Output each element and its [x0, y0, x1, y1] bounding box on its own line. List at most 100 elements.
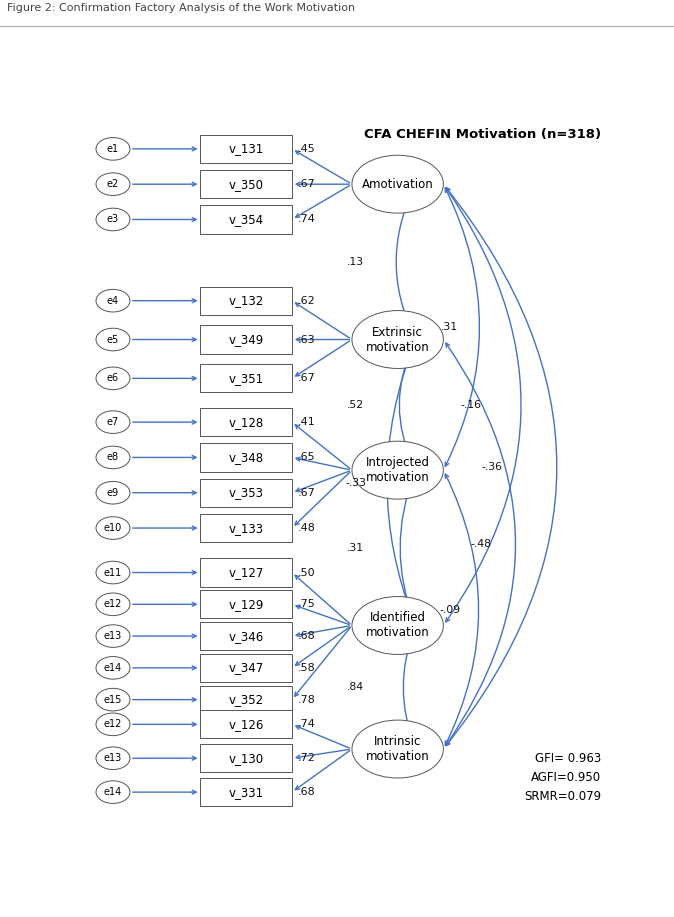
FancyBboxPatch shape: [200, 443, 292, 471]
Text: e13: e13: [104, 631, 122, 641]
Text: e4: e4: [107, 295, 119, 305]
Text: Extrinsic
motivation: Extrinsic motivation: [366, 326, 429, 354]
Ellipse shape: [96, 624, 130, 647]
Text: e2: e2: [107, 179, 119, 189]
Text: v_127: v_127: [228, 566, 264, 579]
Text: .50: .50: [298, 568, 316, 578]
Text: Intrinsic
motivation: Intrinsic motivation: [366, 735, 429, 763]
Text: Amotivation: Amotivation: [362, 178, 433, 191]
Text: e7: e7: [107, 417, 119, 427]
Text: v_347: v_347: [228, 661, 264, 674]
Text: e12: e12: [104, 600, 122, 609]
Ellipse shape: [352, 155, 443, 213]
Text: .13: .13: [347, 257, 365, 267]
Text: .41: .41: [298, 417, 316, 427]
Ellipse shape: [96, 657, 130, 679]
Ellipse shape: [96, 173, 130, 195]
Text: Identified
motivation: Identified motivation: [366, 612, 429, 639]
Text: v_351: v_351: [228, 372, 264, 385]
FancyBboxPatch shape: [200, 591, 292, 618]
Text: e1: e1: [107, 144, 119, 154]
Text: GFI= 0.963
AGFI=0.950
SRMR=0.079: GFI= 0.963 AGFI=0.950 SRMR=0.079: [524, 752, 601, 802]
Text: e5: e5: [107, 335, 119, 345]
Ellipse shape: [352, 311, 443, 369]
Text: .68: .68: [298, 631, 316, 641]
FancyBboxPatch shape: [200, 558, 292, 587]
Text: v_129: v_129: [228, 598, 264, 611]
Text: -.48: -.48: [470, 539, 492, 549]
FancyBboxPatch shape: [200, 364, 292, 392]
FancyBboxPatch shape: [200, 744, 292, 772]
Ellipse shape: [96, 747, 130, 769]
FancyBboxPatch shape: [200, 778, 292, 806]
FancyBboxPatch shape: [200, 654, 292, 682]
Text: .67: .67: [298, 373, 316, 383]
Text: e9: e9: [107, 488, 119, 498]
Text: v_352: v_352: [228, 693, 264, 706]
Ellipse shape: [96, 781, 130, 803]
Text: v_133: v_133: [228, 522, 264, 535]
Text: .31: .31: [347, 543, 365, 553]
Text: .52: .52: [347, 400, 365, 410]
Ellipse shape: [96, 517, 130, 539]
Text: .67: .67: [298, 488, 316, 498]
Text: v_349: v_349: [228, 333, 264, 346]
Text: .74: .74: [298, 215, 316, 225]
Text: e14: e14: [104, 787, 122, 797]
Text: -.33: -.33: [345, 478, 367, 488]
Text: e15: e15: [104, 694, 122, 704]
Ellipse shape: [96, 328, 130, 351]
FancyBboxPatch shape: [200, 686, 292, 713]
Text: .31: .31: [441, 322, 458, 332]
Ellipse shape: [96, 411, 130, 434]
Text: v_348: v_348: [228, 451, 264, 464]
Text: e14: e14: [104, 663, 122, 673]
Text: v_130: v_130: [228, 752, 264, 765]
FancyBboxPatch shape: [200, 135, 292, 163]
FancyBboxPatch shape: [200, 170, 292, 198]
FancyBboxPatch shape: [200, 408, 292, 436]
Text: v_132: v_132: [228, 294, 264, 307]
Text: v_126: v_126: [228, 718, 264, 731]
Text: Introjected
motivation: Introjected motivation: [366, 456, 429, 484]
FancyBboxPatch shape: [200, 710, 292, 738]
Text: .62: .62: [298, 295, 316, 305]
Text: .68: .68: [298, 787, 316, 797]
Text: e6: e6: [107, 373, 119, 383]
Text: -.36: -.36: [481, 461, 502, 471]
Text: v_350: v_350: [228, 178, 264, 191]
Text: -.16: -.16: [460, 400, 481, 410]
Text: .74: .74: [298, 719, 316, 729]
FancyBboxPatch shape: [200, 479, 292, 507]
Ellipse shape: [96, 689, 130, 711]
Ellipse shape: [96, 208, 130, 231]
Text: .67: .67: [298, 179, 316, 189]
Ellipse shape: [96, 447, 130, 469]
Text: .48: .48: [298, 523, 316, 533]
Text: e13: e13: [104, 753, 122, 763]
Text: Figure 2: Confirmation Factory Analysis of the Work Motivation: Figure 2: Confirmation Factory Analysis …: [7, 3, 355, 13]
FancyBboxPatch shape: [200, 326, 292, 354]
Ellipse shape: [96, 713, 130, 735]
FancyBboxPatch shape: [200, 514, 292, 542]
FancyBboxPatch shape: [200, 286, 292, 315]
Text: CFA CHEFIN Motivation (n=318): CFA CHEFIN Motivation (n=318): [364, 127, 601, 140]
Ellipse shape: [96, 367, 130, 390]
Ellipse shape: [96, 290, 130, 312]
Ellipse shape: [96, 138, 130, 160]
Text: v_354: v_354: [228, 213, 264, 226]
Ellipse shape: [96, 561, 130, 584]
Ellipse shape: [96, 593, 130, 615]
Text: e8: e8: [107, 452, 119, 462]
Text: v_353: v_353: [228, 486, 264, 499]
FancyBboxPatch shape: [200, 622, 292, 650]
Text: .78: .78: [298, 694, 316, 704]
Text: .63: .63: [298, 335, 316, 345]
Text: .45: .45: [298, 144, 316, 154]
Text: e11: e11: [104, 568, 122, 578]
Text: .58: .58: [298, 663, 316, 673]
Text: e10: e10: [104, 523, 122, 533]
Text: .84: .84: [347, 682, 365, 692]
Ellipse shape: [352, 597, 443, 655]
Text: .75: .75: [298, 600, 316, 609]
